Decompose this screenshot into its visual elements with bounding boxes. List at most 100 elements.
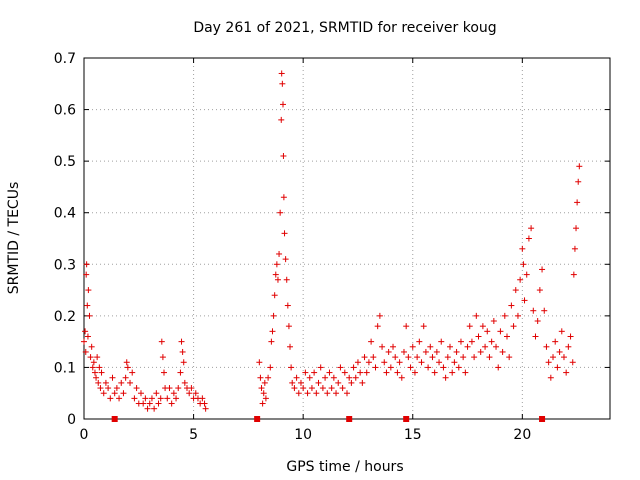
data-point — [180, 359, 187, 366]
data-point — [394, 369, 401, 376]
data-point — [368, 338, 375, 345]
data-point — [93, 374, 100, 381]
data-point — [97, 385, 104, 392]
data-point — [82, 328, 89, 335]
data-point — [271, 292, 278, 299]
data-point — [84, 333, 91, 340]
data-point — [477, 348, 484, 355]
data-point — [495, 364, 502, 371]
data-point — [339, 385, 346, 392]
data-point — [168, 400, 175, 407]
bottom-marker — [254, 416, 261, 422]
data-point — [173, 395, 180, 402]
y-tick-label: 0.1 — [54, 360, 76, 376]
bottom-marker — [403, 416, 410, 422]
data-point — [451, 359, 458, 366]
data-point — [416, 338, 423, 345]
data-point — [532, 333, 539, 340]
data-point — [158, 338, 165, 345]
data-point — [512, 287, 519, 294]
data-point — [493, 343, 500, 350]
data-point — [157, 395, 164, 402]
data-point — [543, 343, 550, 350]
data-point — [490, 318, 497, 325]
data-point — [129, 369, 136, 376]
data-point — [297, 379, 304, 386]
data-point — [466, 323, 473, 330]
data-point — [300, 385, 307, 392]
data-point — [284, 302, 291, 309]
data-point — [105, 385, 112, 392]
data-point — [482, 343, 489, 350]
data-point — [153, 390, 160, 397]
data-point — [192, 390, 199, 397]
data-point — [335, 379, 342, 386]
y-tick-label: 0.7 — [54, 51, 76, 67]
data-point — [113, 385, 120, 392]
data-point — [563, 369, 570, 376]
data-point — [281, 230, 288, 237]
axis-ticks: 0 5 10 15 20 0 0.1 0.2 0.3 0.4 0.5 0.6 0.7 — [54, 51, 610, 443]
data-point — [317, 364, 324, 371]
data-point — [258, 385, 265, 392]
y-tick-label: 0 — [67, 412, 76, 428]
data-point — [545, 359, 552, 366]
data-point — [438, 338, 445, 345]
bottom-markers — [111, 416, 546, 422]
data-point — [429, 354, 436, 361]
data-point — [341, 369, 348, 376]
data-point — [381, 359, 388, 366]
data-point — [503, 333, 510, 340]
data-point — [186, 390, 193, 397]
data-point — [506, 354, 513, 361]
data-point — [283, 276, 290, 283]
data-point — [473, 312, 480, 319]
data-point — [144, 405, 151, 412]
data-point — [427, 343, 434, 350]
data-point — [370, 354, 377, 361]
data-point — [267, 364, 274, 371]
data-point — [354, 359, 361, 366]
data-point — [541, 307, 548, 314]
data-point — [276, 250, 283, 257]
data-point — [436, 359, 443, 366]
data-point — [278, 70, 285, 77]
data-point — [534, 318, 541, 325]
data-point — [363, 369, 370, 376]
data-point — [475, 333, 482, 340]
data-point — [140, 400, 147, 407]
data-point — [379, 343, 386, 350]
data-point — [289, 379, 296, 386]
data-point — [457, 338, 464, 345]
data-point — [501, 312, 508, 319]
data-point — [124, 364, 131, 371]
data-point — [383, 369, 390, 376]
data-point — [497, 328, 504, 335]
data-point — [272, 271, 279, 278]
y-tick-label: 0.6 — [54, 103, 76, 119]
data-point — [442, 374, 449, 381]
data-point — [308, 385, 315, 392]
data-point — [574, 199, 581, 206]
data-point — [268, 338, 275, 345]
y-tick-label: 0.2 — [54, 309, 76, 325]
x-tick-label: 15 — [404, 427, 422, 443]
data-point — [178, 338, 185, 345]
data-point — [137, 390, 144, 397]
data-point — [265, 374, 272, 381]
data-point — [405, 354, 412, 361]
data-point — [519, 245, 526, 252]
data-point — [333, 390, 340, 397]
data-point — [293, 374, 300, 381]
data-point — [514, 312, 521, 319]
data-point — [148, 395, 155, 402]
data-point — [280, 101, 287, 108]
data-point — [390, 343, 397, 350]
data-point — [107, 395, 114, 402]
data-point — [82, 348, 89, 355]
data-point — [81, 338, 87, 345]
data-point — [396, 359, 403, 366]
data-point — [521, 297, 528, 304]
data-point — [256, 359, 263, 366]
